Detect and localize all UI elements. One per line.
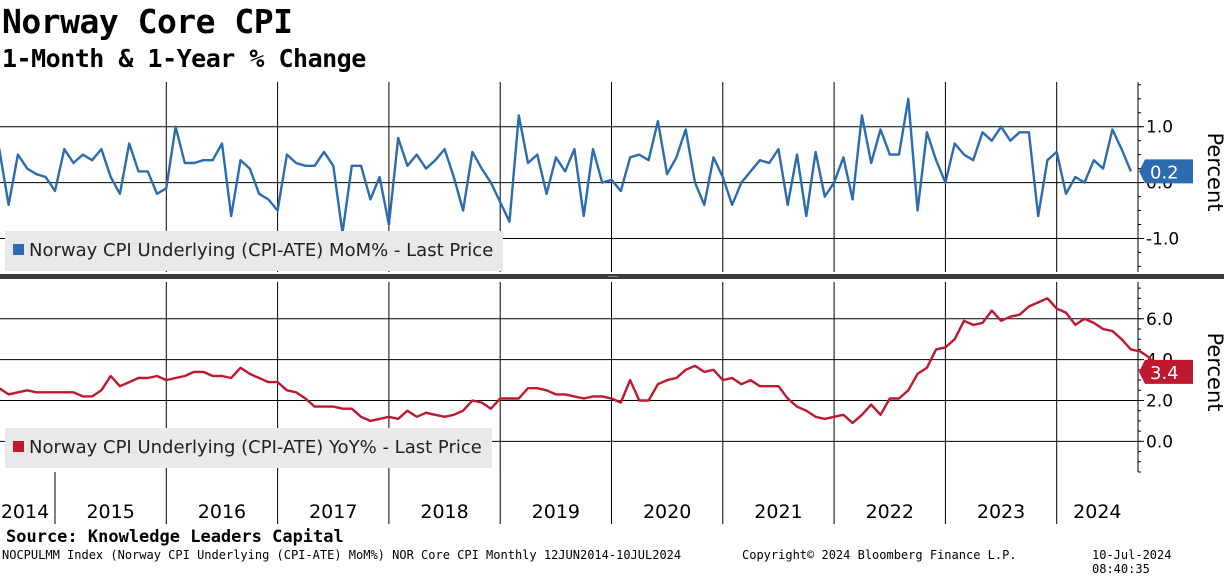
series-line-yoy — [0, 297, 1160, 425]
x-tick-label-2014: 2014 — [1, 501, 49, 523]
legend-mom-label: Norway CPI Underlying (CPI-ATE) MoM% - L… — [29, 240, 494, 261]
x-tick-label-2022: 2022 — [866, 501, 914, 523]
x-tick-label-2018: 2018 — [420, 501, 468, 523]
last-value-tag-yoy — [1139, 359, 1193, 384]
x-tick-label-2023: 2023 — [977, 501, 1025, 523]
x-tick-label-2020: 2020 — [643, 501, 691, 523]
source-note: Source: Knowledge Leaders Capital — [6, 527, 344, 547]
x-tick-label-2016: 2016 — [198, 501, 246, 523]
footer-copyright: Copyright© 2024 Bloomberg Finance L.P. — [742, 548, 1017, 562]
chart-subtitle: 1-Month & 1-Year % Change — [2, 44, 366, 73]
legend-yoy-swatch — [13, 441, 24, 452]
legend-yoy: Norway CPI Underlying (CPI-ATE) YoY% - L… — [5, 428, 492, 468]
ytick-label-yoy-2: 2.0 — [1146, 391, 1173, 411]
last-value-label-yoy: 3.4 — [1150, 363, 1179, 384]
series-line-mom — [0, 97, 1133, 235]
x-tick-label-2017: 2017 — [309, 501, 357, 523]
x-tick-label-2021: 2021 — [754, 501, 802, 523]
legend-mom-swatch — [13, 244, 24, 255]
last-value-tag-mom — [1139, 159, 1193, 184]
x-tick-label-2024: 2024 — [1073, 501, 1121, 523]
ytick-label-yoy-3: 0.0 — [1146, 432, 1173, 452]
ytick-label-mom-0: 1.0 — [1146, 118, 1173, 138]
y-axis-title-mom: Percent — [1203, 132, 1224, 211]
x-tick-label-2019: 2019 — [532, 501, 580, 523]
ytick-label-yoy-0: 6.0 — [1146, 310, 1173, 330]
legend-mom: Norway CPI Underlying (CPI-ATE) MoM% - L… — [5, 231, 504, 271]
y-axis-title-yoy: Percent — [1203, 332, 1224, 411]
chart-title: Norway Core CPI — [2, 2, 293, 41]
last-value-label-mom: 0.2 — [1150, 162, 1179, 183]
legend-yoy-label: Norway CPI Underlying (CPI-ATE) YoY% - L… — [29, 437, 482, 458]
footer-ticker: NOCPULMM Index (Norway CPI Underlying (C… — [2, 548, 682, 562]
x-tick-label-2015: 2015 — [86, 501, 134, 523]
ytick-label-mom-2: -1.0 — [1146, 229, 1179, 249]
footer-timestamp: 10-Jul-2024 08:40:35 — [1092, 548, 1172, 576]
